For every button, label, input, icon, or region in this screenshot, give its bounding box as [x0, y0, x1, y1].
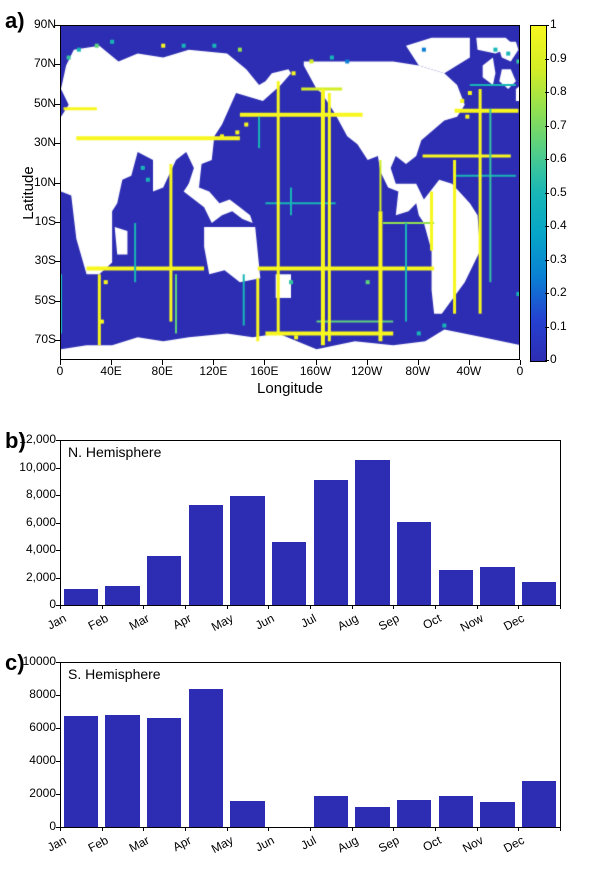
- panel-c-bar: [314, 796, 348, 827]
- panel-b-xtick: Feb: [68, 611, 110, 642]
- panel-b-ytick: 2,000: [10, 570, 56, 584]
- map-xtick: 160E: [244, 364, 284, 378]
- map-xtick: 0: [40, 364, 80, 378]
- panel-b-ytick: 4,000: [10, 542, 56, 556]
- panel-b-bar: [189, 505, 223, 605]
- panel-c-xtick: Feb: [68, 833, 110, 864]
- panel-b-xtick: Sep: [360, 611, 402, 642]
- panel-b-ytick: 10,000: [10, 460, 56, 474]
- map-ylabel: Latitude: [20, 166, 37, 219]
- panel-c-bar: [439, 796, 473, 827]
- panel-c-bar: [64, 716, 98, 827]
- map-xtick: 120E: [193, 364, 233, 378]
- panel-b-xtick: Oct: [402, 611, 444, 642]
- panel-b-xtick: Now: [443, 611, 485, 642]
- panel-b-xtick: Dec: [485, 611, 527, 642]
- panel-b-bar: [480, 567, 514, 605]
- panel-c-xtick: Dec: [485, 833, 527, 864]
- panel-c-title: S. Hemisphere: [68, 666, 161, 682]
- map-xtick: 0: [500, 364, 540, 378]
- map-xtick: 120W: [347, 364, 387, 378]
- panel-c-ytick: 6000: [10, 720, 56, 734]
- panel-b-ytick: 12,000: [10, 432, 56, 446]
- panel-b-title: N. Hemisphere: [68, 444, 161, 460]
- map-ytick: 30S: [22, 253, 56, 267]
- panel-c-bar: [480, 802, 514, 827]
- panel-b-bar: [147, 556, 181, 605]
- panel-c-xtick: Nov: [443, 833, 485, 864]
- panel-b-xtick: Jan: [27, 611, 69, 642]
- panel-c-xtick: Jun: [235, 833, 277, 864]
- panel-c-bar: [189, 689, 223, 827]
- map-ytick: 30N: [22, 135, 56, 149]
- colorbar-tick: 0.4: [550, 218, 580, 232]
- colorbar-tick: 0.2: [550, 285, 580, 299]
- panel-c-bar: [147, 718, 181, 827]
- map-xlabel: Longitude: [60, 380, 520, 397]
- panel-c-xtick: Oct: [402, 833, 444, 864]
- colorbar-tick: 0: [550, 352, 580, 366]
- panel-b-bar: [272, 542, 306, 605]
- panel-b-bar: [439, 570, 473, 605]
- panel-c-ytick: 4000: [10, 753, 56, 767]
- panel-b-bar: [105, 586, 139, 605]
- panel-c-ytick: 0: [10, 819, 56, 833]
- panel-c-bar: [355, 807, 389, 827]
- panel-c-xtick: Aug: [318, 833, 360, 864]
- colorbar-tick: 0.8: [550, 84, 580, 98]
- panel-b-bar: [522, 582, 556, 605]
- panel-b-bar: [230, 496, 264, 605]
- map-xtick: 40W: [449, 364, 489, 378]
- colorbar-tick: 0.3: [550, 252, 580, 266]
- panel-c-bar: [522, 781, 556, 827]
- map-xtick: 160W: [296, 364, 336, 378]
- colorbar-tick: 0.1: [550, 319, 580, 333]
- panel-c-xtick: Sep: [360, 833, 402, 864]
- map-ytick: 70S: [22, 332, 56, 346]
- panel-c-bar: [397, 800, 431, 827]
- map-xtick: 80E: [142, 364, 182, 378]
- panel-b-bar: [64, 589, 98, 605]
- panel-b-ytick: 6,000: [10, 515, 56, 529]
- map-ytick: 50S: [22, 293, 56, 307]
- panel-c-bar: [105, 715, 139, 827]
- panel-b-xtick: Jun: [235, 611, 277, 642]
- colorbar-tick: 0.6: [550, 151, 580, 165]
- map-canvas: [61, 26, 520, 360]
- map-plot: [60, 25, 520, 360]
- colorbar-tick: 0.5: [550, 185, 580, 199]
- panel-c-xtick: Jan: [27, 833, 69, 864]
- panel-c-ytick: 8000: [10, 687, 56, 701]
- panel-b-bar: [314, 480, 348, 605]
- panel-c-xtick: Mar: [110, 833, 152, 864]
- panel-b-ytick: 8,000: [10, 487, 56, 501]
- panel-c-bar: [230, 801, 264, 827]
- map-ytick: 70N: [22, 56, 56, 70]
- colorbar-tick: 0.7: [550, 118, 580, 132]
- panel-c-xtick: Jul: [277, 833, 319, 864]
- panel-b-xtick: Aug: [318, 611, 360, 642]
- map-xtick: 40E: [91, 364, 131, 378]
- panel-c-xtick: May: [193, 833, 235, 864]
- map-xtick: 80W: [398, 364, 438, 378]
- colorbar-tick: 0.9: [550, 51, 580, 65]
- panel-b-xtick: Mar: [110, 611, 152, 642]
- panel-c-ytick: 10000: [10, 654, 56, 668]
- map-ytick: 50N: [22, 96, 56, 110]
- panel-b-xtick: Jul: [277, 611, 319, 642]
- panel-b-xtick: Apr: [152, 611, 194, 642]
- panel-c-xtick: Apr: [152, 833, 194, 864]
- panel-b-ytick: 0: [10, 597, 56, 611]
- panel-b-bar: [397, 522, 431, 605]
- panel-c-ytick: 2000: [10, 786, 56, 800]
- colorbar-tick: 1: [550, 17, 580, 31]
- panel-b-bar: [355, 460, 389, 605]
- colorbar: [530, 25, 547, 362]
- figure: a)040E80E120E160E160W120W80W40W090N70N50…: [0, 0, 604, 886]
- panel-b-xtick: May: [193, 611, 235, 642]
- map-ytick: 90N: [22, 17, 56, 31]
